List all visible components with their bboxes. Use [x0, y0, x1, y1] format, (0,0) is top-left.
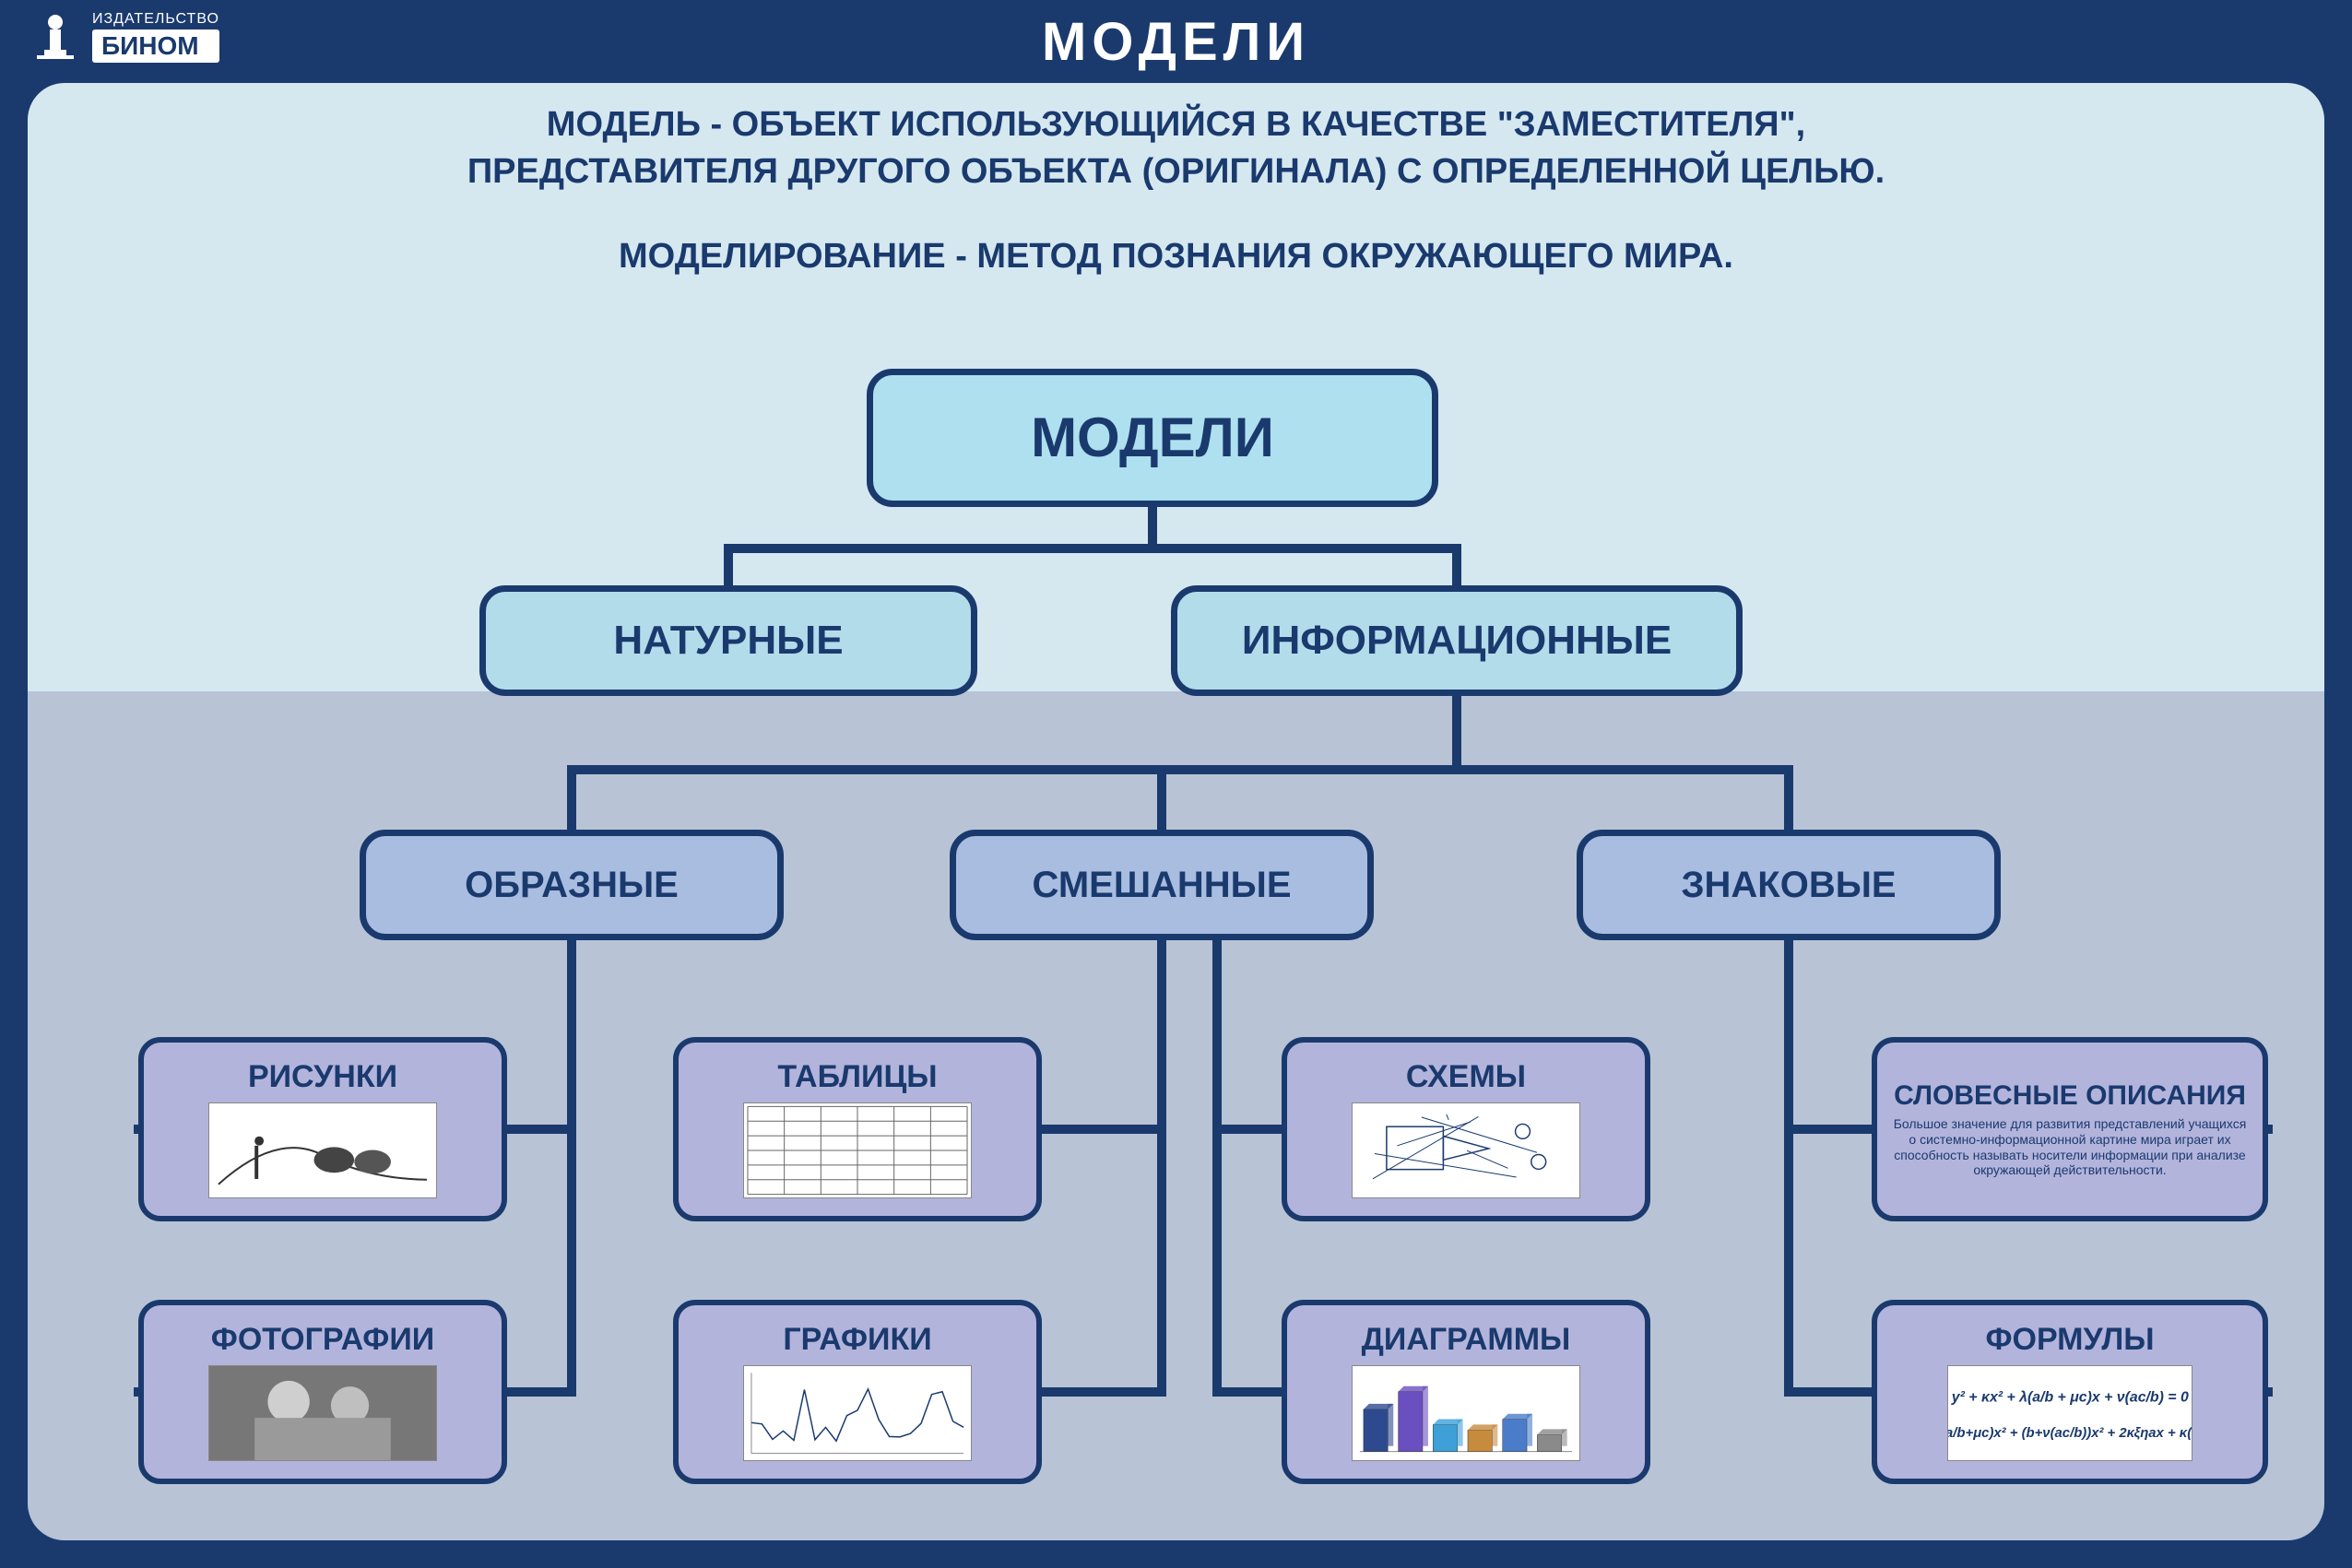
preview-drawing — [208, 1102, 437, 1198]
intro-term-2: МОДЕЛИРОВАНИЕ — [619, 237, 946, 276]
preview-photo — [208, 1365, 437, 1461]
intro-line-2: ПРЕДСТАВИТЕЛЯ ДРУГОГО ОБЪЕКТА (ОРИГИНАЛА… — [101, 148, 2251, 195]
node-nat: НАТУРНЫЕ — [479, 585, 977, 696]
page: ИЗДАТЕЛЬСТВО БИНОМ МОДЕЛИ МОДЕЛЬ - ОБЪЕК… — [0, 0, 2352, 1568]
node-label: СЛОВЕСНЫЕ ОПИСАНИЯ — [1894, 1080, 2246, 1111]
node-root: МОДЕЛИ — [867, 369, 1438, 507]
node-tab: ТАБЛИЦЫ — [673, 1037, 1042, 1221]
preview-schematic — [1352, 1102, 1580, 1198]
svg-text:x⁴ + κλ(a/b+μc)x² + (b+ν(ac/b): x⁴ + κλ(a/b+μc)x² + (b+ν(ac/b))x² + 2κξη… — [1948, 1425, 2192, 1440]
node-label: ИНФОРМАЦИОННЫЕ — [1242, 619, 1672, 663]
header: МОДЕЛИ — [0, 0, 2352, 83]
intro-text: МОДЕЛЬ - ОБЪЕКТ ИСПОЛЬЗУЮЩИЙСЯ В КАЧЕСТВ… — [28, 101, 2324, 280]
intro-rest-2: - МЕТОД ПОЗНАНИЯ ОКРУЖАЮЩЕГО МИРА. — [946, 237, 1733, 276]
node-fot: ФОТОГРАФИИ — [138, 1300, 507, 1484]
node-label: ФОТОГРАФИИ — [211, 1323, 434, 1357]
page-title: МОДЕЛИ — [1042, 11, 1310, 73]
node-label: НАТУРНЫЕ — [613, 619, 843, 663]
node-dia: ДИАГРАММЫ — [1282, 1300, 1650, 1484]
preview-barchart — [1352, 1365, 1580, 1461]
node-for: ФОРМУЛЫ y² + κx² + λ(a/b + μc)x + ν(ac/b)… — [1872, 1300, 2268, 1484]
node-smalltext: Большое значение для развития представле… — [1877, 1111, 2263, 1178]
node-label: СХЕМЫ — [1406, 1060, 1526, 1094]
node-label: СМЕШАННЫЕ — [1032, 865, 1291, 905]
node-label: ГРАФИКИ — [783, 1323, 931, 1357]
node-gra: ГРАФИКИ — [673, 1300, 1042, 1484]
node-label: МОДЕЛИ — [1031, 407, 1274, 468]
node-label: ТАБЛИЦЫ — [777, 1060, 937, 1094]
intro-term-1: МОДЕЛЬ — [547, 105, 701, 144]
node-label: ДИАГРАММЫ — [1362, 1323, 1571, 1357]
node-sme: СМЕШАННЫЕ — [950, 830, 1374, 940]
preview-table — [743, 1102, 972, 1198]
node-sch: СХЕМЫ — [1282, 1037, 1650, 1221]
svg-text:y² + κx² + λ(a/b + μc)x + ν(ac: y² + κx² + λ(a/b + μc)x + ν(ac/b) = 0 — [1951, 1389, 2189, 1405]
node-inf: ИНФОРМАЦИОННЫЕ — [1171, 585, 1743, 696]
content-panel: МОДЕЛЬ - ОБЪЕКТ ИСПОЛЬЗУЮЩИЙСЯ В КАЧЕСТВ… — [28, 83, 2324, 1540]
node-label: ЗНАКОВЫЕ — [1681, 865, 1896, 905]
node-obr: ОБРАЗНЫЕ — [360, 830, 784, 940]
node-label: РИСУНКИ — [248, 1060, 397, 1094]
preview-linechart — [743, 1365, 972, 1461]
node-label: ФОРМУЛЫ — [1985, 1323, 2154, 1357]
intro-rest-1: - ОБЪЕКТ ИСПОЛЬЗУЮЩИЙСЯ В КАЧЕСТВЕ "ЗАМЕ… — [701, 105, 1805, 144]
node-ris: РИСУНКИ — [138, 1037, 507, 1221]
node-slo: СЛОВЕСНЫЕ ОПИСАНИЯБольшое значение для р… — [1872, 1037, 2268, 1221]
node-label: ОБРАЗНЫЕ — [465, 865, 679, 905]
preview-formula: y² + κx² + λ(a/b + μc)x + ν(ac/b) = 0 x⁴ … — [1947, 1365, 2193, 1461]
node-zna: ЗНАКОВЫЕ — [1577, 830, 2001, 940]
